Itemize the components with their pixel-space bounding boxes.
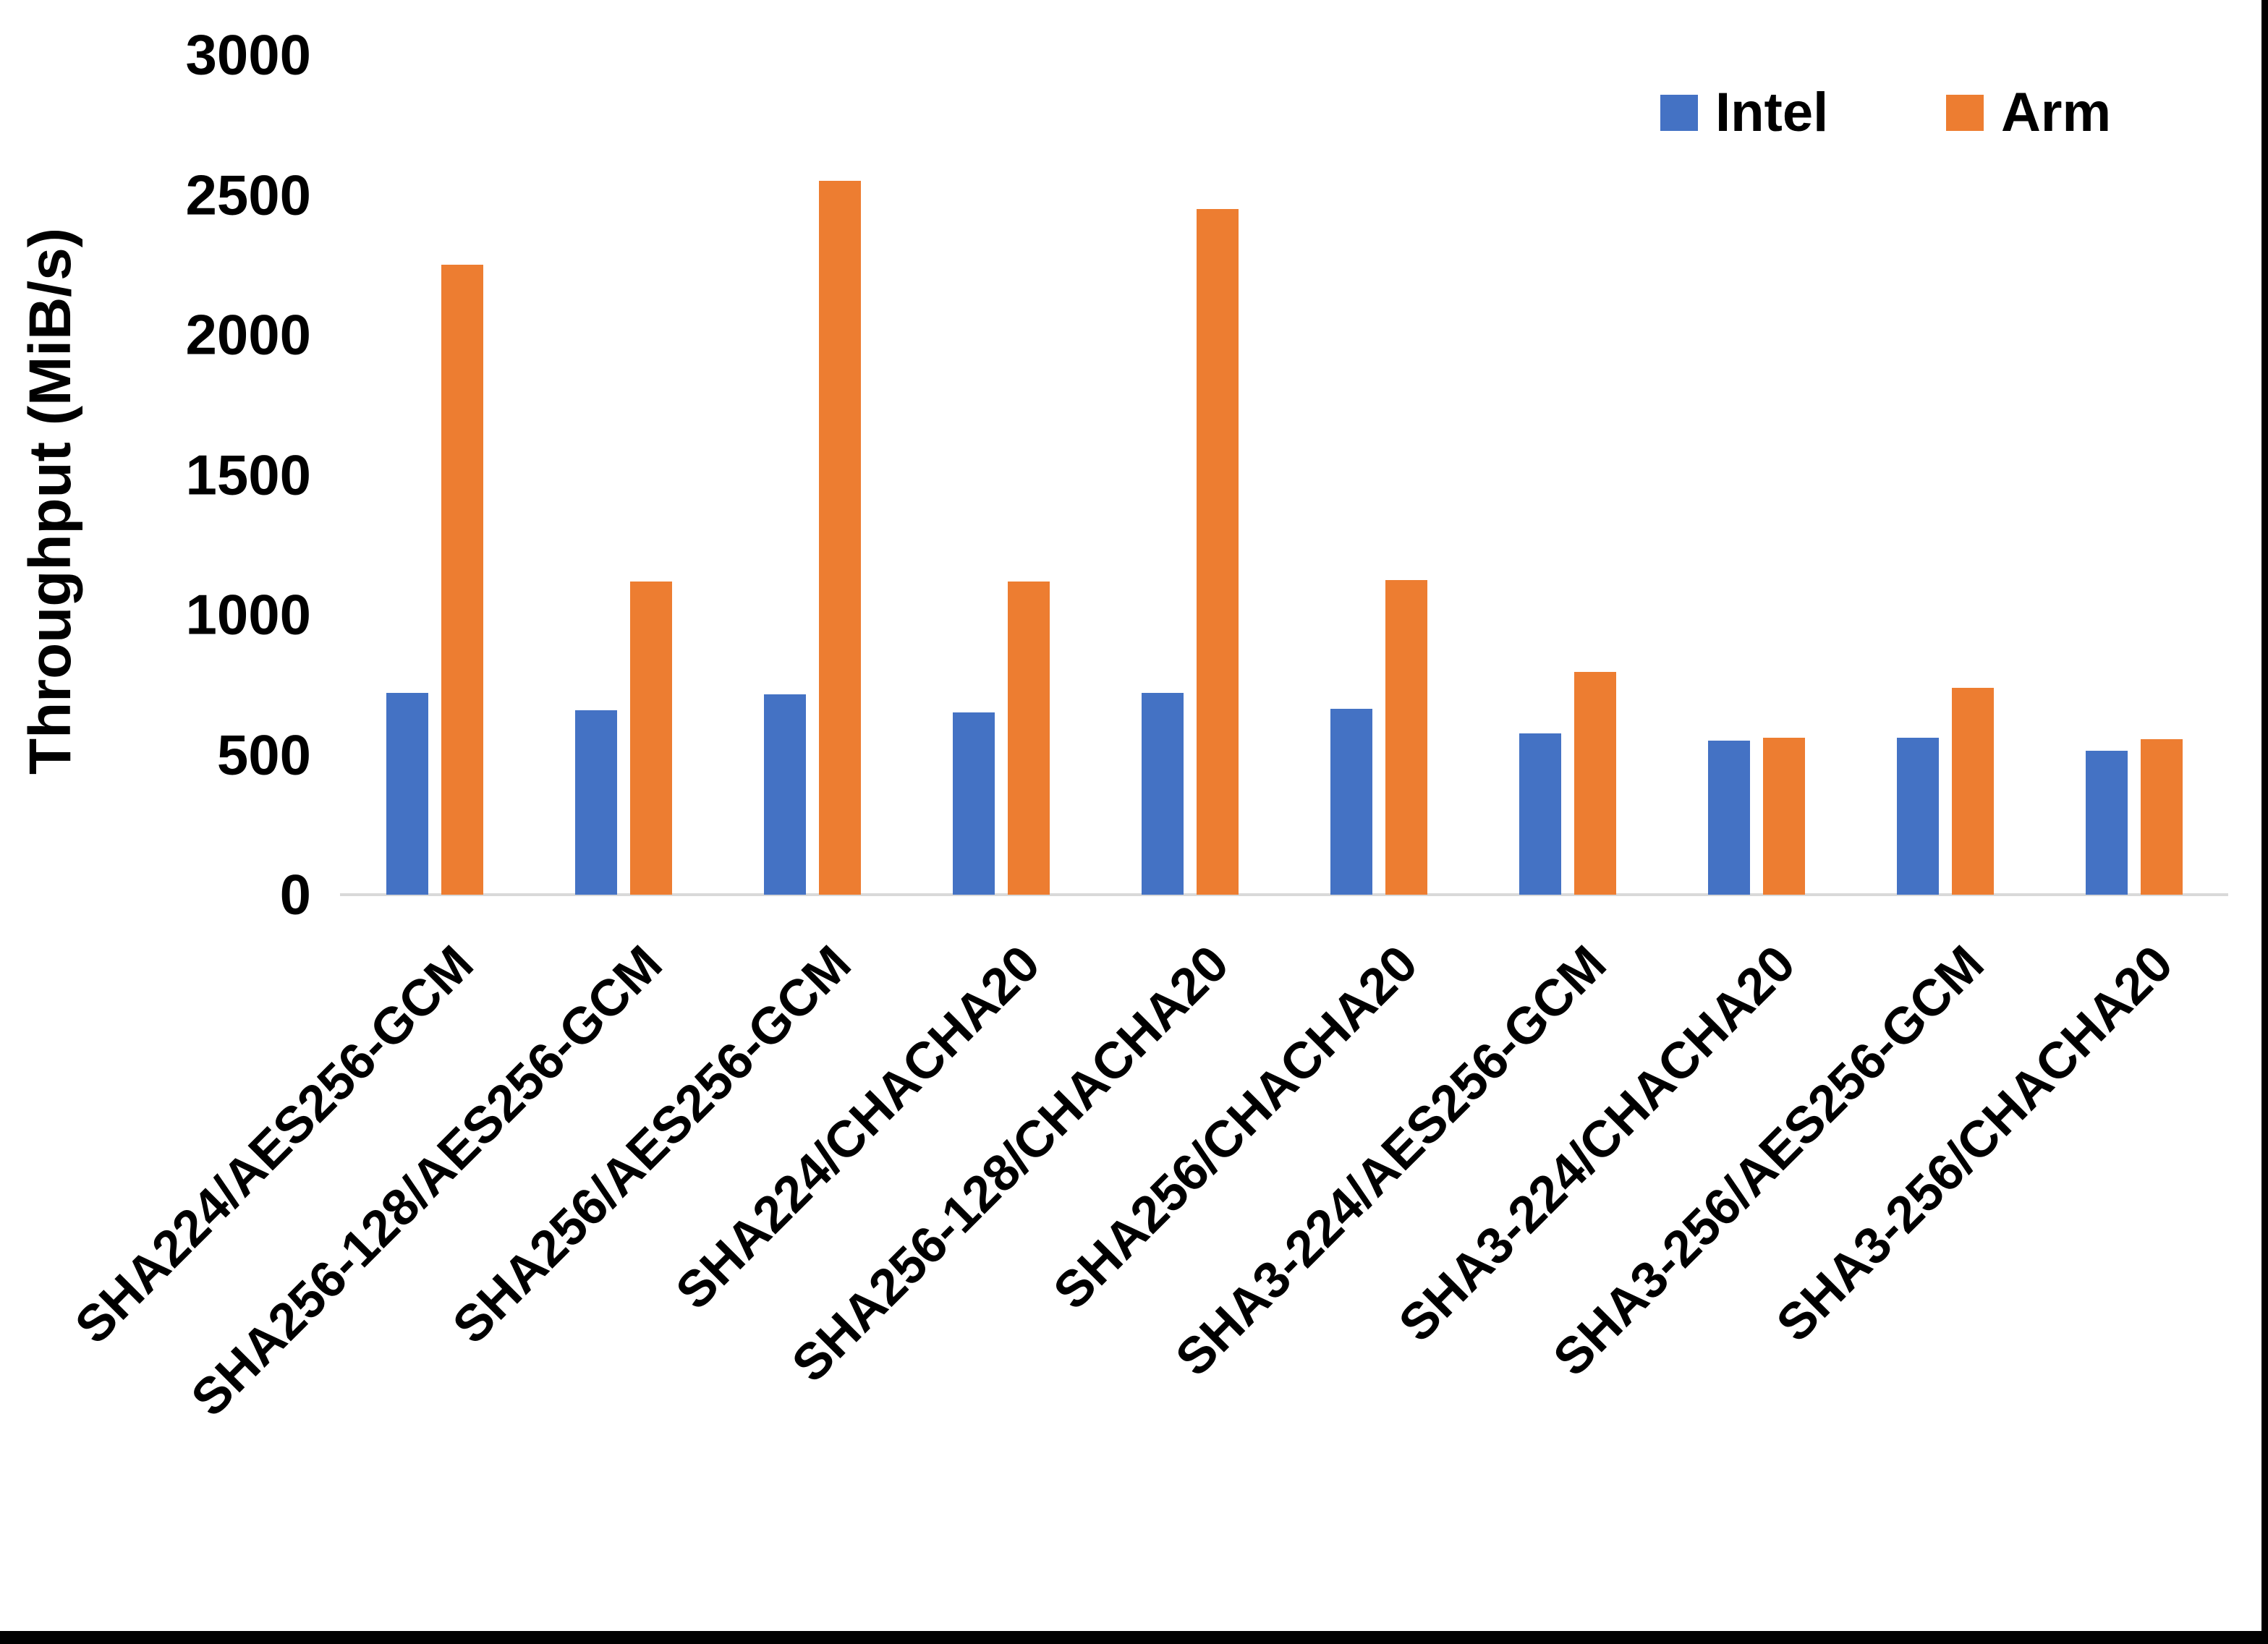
arm-bar: [630, 582, 672, 895]
x-category-label: SHA256/CHACHA20: [1042, 934, 1429, 1321]
legend-label: Arm: [2001, 82, 2112, 143]
intel-bar: [764, 694, 806, 895]
intel-bar: [1897, 738, 1939, 895]
legend-label: Intel: [1715, 82, 1829, 143]
intel-bar: [953, 712, 995, 895]
arm-bar: [1952, 688, 1994, 895]
arm-bar: [441, 265, 483, 895]
y-axis-title: Throughput (MiB/s): [17, 227, 83, 775]
legend-item-arm: Arm: [1946, 81, 2111, 144]
x-category-label: SHA3-256/CHACHA20: [1765, 934, 2184, 1353]
y-tick-label: 1000: [185, 582, 311, 647]
x-category-label: SHA224/CHACHA20: [665, 934, 1051, 1321]
y-tick-label: 500: [216, 723, 311, 786]
arm-swatch-icon: [1946, 94, 1984, 131]
arm-bar: [2141, 739, 2183, 895]
intel-bar: [1142, 693, 1184, 895]
intel-swatch-icon: [1660, 94, 1698, 131]
arm-bar: [1197, 209, 1239, 895]
legend-item-intel: Intel: [1660, 81, 1828, 144]
arm-bar: [1763, 738, 1805, 895]
y-tick-label: 3000: [185, 22, 311, 87]
arm-bar: [1008, 582, 1050, 895]
intel-bar: [386, 693, 428, 895]
intel-bar: [1519, 733, 1561, 895]
arm-bar: [1385, 580, 1427, 895]
arm-bar: [1574, 672, 1616, 895]
intel-bar: [1708, 741, 1750, 895]
y-tick-label: 0: [279, 862, 311, 927]
figure-border-right-icon: [2261, 0, 2268, 1644]
intel-bar: [1330, 709, 1372, 895]
intel-bar: [2086, 751, 2128, 895]
y-tick-label: 2000: [185, 302, 311, 367]
legend: Intel Arm: [0, 81, 2268, 146]
y-tick-label: 1500: [185, 443, 311, 506]
y-tick-label: 2500: [185, 163, 311, 226]
figure-border-bottom-icon: [0, 1631, 2268, 1644]
x-axis-line: [340, 893, 2228, 896]
intel-bar: [575, 710, 617, 895]
arm-bar: [819, 181, 861, 895]
